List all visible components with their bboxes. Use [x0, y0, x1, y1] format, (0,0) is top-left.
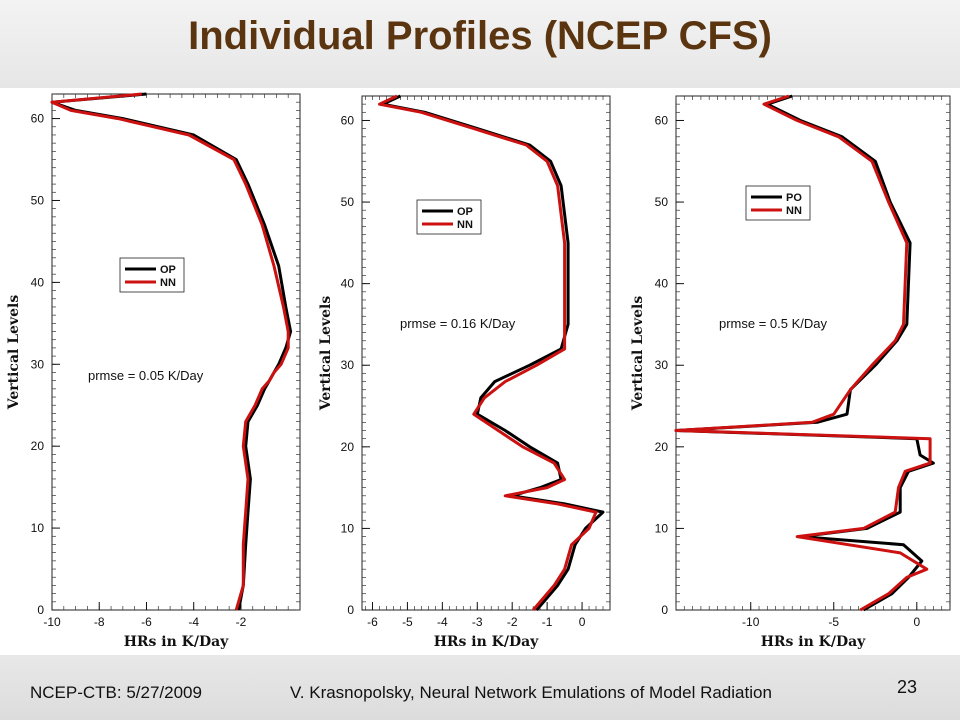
- legend-box: [745, 185, 811, 221]
- prmse-annotation: prmse = 0.5 K/Day: [719, 316, 828, 331]
- plot-frame: [361, 95, 611, 611]
- legend-box: [416, 199, 482, 235]
- y-tick-label: 20: [341, 440, 355, 454]
- x-tick-label: -5: [402, 615, 413, 629]
- slide-footer-band: [0, 655, 960, 720]
- legend-label-op: OP: [160, 264, 176, 276]
- x-tick-label: -5: [828, 615, 839, 629]
- series-line-nn: [50, 92, 290, 611]
- x-tick-label: -6: [367, 615, 378, 629]
- prmse-annotation: prmse = 0.05 K/Day: [88, 368, 204, 383]
- series-line-op: [381, 94, 605, 611]
- y-tick-label: 40: [31, 275, 45, 289]
- y-tick-label: 0: [347, 603, 354, 617]
- plot-frame: [675, 95, 951, 611]
- series-line-po: [674, 94, 935, 612]
- y-axis-label: Vertical Levels: [630, 296, 646, 412]
- y-tick-label: 20: [31, 439, 45, 453]
- x-tick-label: -6: [141, 615, 152, 629]
- x-tick-label: -4: [437, 615, 448, 629]
- y-tick-label: 40: [655, 277, 669, 291]
- footer-author: V. Krasnopolsky, Neural Network Emulatio…: [290, 683, 772, 702]
- plot-frame: [51, 93, 301, 611]
- legend-label-op: OP: [457, 206, 473, 218]
- legend-label-nn: NN: [160, 277, 176, 289]
- y-tick-label: 60: [655, 113, 669, 127]
- chart-3: -10 -5 0 0 10 20 30 40 50 60 HRs in K/Day Vertical …: [630, 94, 951, 650]
- slide-header-band: [0, 0, 960, 88]
- y-tick-label: 40: [341, 277, 355, 291]
- chart-1: -10 -8 -6 -4 -2 0 10 20 30 40 50 60 HRs in K/Day Vert…: [6, 92, 301, 650]
- series-line-nn: [378, 94, 598, 611]
- footer-date: NCEP-CTB: 5/27/2009: [30, 683, 202, 702]
- y-tick-label: 10: [655, 521, 669, 535]
- x-axis-label: HRs in K/Day: [124, 634, 229, 650]
- x-tick-label: -2: [236, 615, 247, 629]
- y-tick-label: 50: [341, 195, 355, 209]
- legend-box: [119, 257, 185, 293]
- x-tick-label: -2: [507, 615, 518, 629]
- y-tick-label: 0: [661, 603, 668, 617]
- slide-title: Individual Profiles (NCEP CFS): [188, 14, 772, 58]
- x-tick-label: -8: [94, 615, 105, 629]
- y-tick-label: 10: [341, 521, 355, 535]
- legend-label-nn: NN: [457, 219, 473, 231]
- series-line-nn: [674, 94, 932, 612]
- y-tick-label: 60: [341, 113, 355, 127]
- chart-panel-2: -6 -5 -4 -3 -2 -1 0 0 10 20 30 40 50 60 HRs in K/Day Ve…: [312, 88, 622, 655]
- y-tick-label: 20: [655, 440, 669, 454]
- x-tick-label: -1: [542, 615, 553, 629]
- y-tick-label: 30: [341, 358, 355, 372]
- chart-panel-3: -10 -5 0 0 10 20 30 40 50 60 HRs in K/Day Vertical …: [624, 88, 960, 655]
- y-tick-label: 50: [655, 195, 669, 209]
- x-tick-label: -4: [188, 615, 199, 629]
- y-tick-label: 30: [655, 358, 669, 372]
- page-number: 23: [897, 677, 918, 697]
- y-axis-label: Vertical Levels: [6, 295, 22, 411]
- y-tick-label: 0: [37, 603, 44, 617]
- y-tick-label: 50: [31, 193, 45, 207]
- x-tick-label: 0: [913, 615, 920, 629]
- x-tick-label: -10: [43, 615, 61, 629]
- x-axis-label: HRs in K/Day: [434, 634, 539, 650]
- x-tick-label: -10: [742, 615, 760, 629]
- y-tick-label: 30: [31, 357, 45, 371]
- legend-label-po: PO: [786, 192, 802, 204]
- chart-panel-1: -10 -8 -6 -4 -2 0 10 20 30 40 50 60 HRs in K/Day Vert…: [0, 88, 310, 655]
- legend-label-nn: NN: [786, 205, 802, 217]
- x-tick-label: -3: [472, 615, 483, 629]
- chart-2: -6 -5 -4 -3 -2 -1 0 0 10 20 30 40 50 60 HRs in K/Day Ve…: [318, 94, 611, 650]
- x-tick-label: 0: [579, 615, 586, 629]
- series-line-op: [50, 92, 293, 611]
- y-tick-label: 60: [31, 112, 45, 126]
- y-axis-label: Vertical Levels: [318, 296, 334, 412]
- y-tick-label: 10: [31, 521, 45, 535]
- x-axis-label: HRs in K/Day: [761, 634, 866, 650]
- prmse-annotation: prmse = 0.16 K/Day: [400, 316, 516, 331]
